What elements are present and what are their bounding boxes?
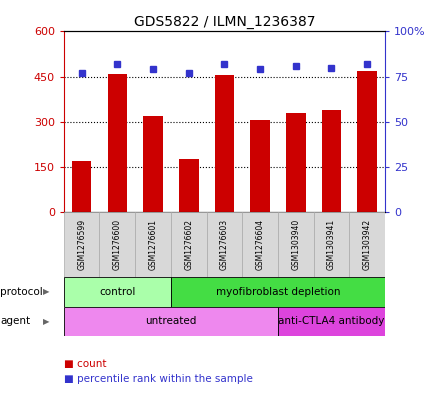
Bar — [322, 110, 341, 212]
Text: GSM1276600: GSM1276600 — [113, 219, 122, 270]
Bar — [250, 120, 270, 212]
Text: protocol: protocol — [0, 287, 43, 297]
Text: GSM1303941: GSM1303941 — [327, 219, 336, 270]
Bar — [206, 212, 242, 277]
Text: GSM1303940: GSM1303940 — [291, 219, 300, 270]
Bar — [171, 277, 385, 307]
Bar — [278, 212, 314, 277]
Bar — [171, 212, 206, 277]
Text: untreated: untreated — [145, 316, 197, 326]
Bar — [143, 116, 163, 212]
Text: GSM1276599: GSM1276599 — [77, 219, 86, 270]
Text: ■ percentile rank within the sample: ■ percentile rank within the sample — [64, 374, 253, 384]
Text: GSM1276601: GSM1276601 — [149, 219, 158, 270]
Bar — [349, 212, 385, 277]
Bar — [314, 212, 349, 277]
Text: anti-CTLA4 antibody: anti-CTLA4 antibody — [278, 316, 385, 326]
Bar — [357, 71, 377, 212]
Bar — [107, 73, 127, 212]
Bar — [278, 307, 385, 336]
Text: control: control — [99, 287, 136, 297]
Text: GSM1303942: GSM1303942 — [363, 219, 372, 270]
Bar — [64, 277, 171, 307]
Text: myofibroblast depletion: myofibroblast depletion — [216, 287, 340, 297]
Bar — [64, 212, 99, 277]
Bar — [72, 161, 92, 212]
Bar — [64, 307, 278, 336]
Text: agent: agent — [0, 316, 30, 326]
Text: ▶: ▶ — [43, 287, 50, 296]
Bar — [135, 212, 171, 277]
Bar — [99, 212, 135, 277]
Bar — [286, 113, 306, 212]
Title: GDS5822 / ILMN_1236387: GDS5822 / ILMN_1236387 — [134, 15, 315, 29]
Text: GSM1276603: GSM1276603 — [220, 219, 229, 270]
Text: ■ count: ■ count — [64, 358, 106, 369]
Text: GSM1276604: GSM1276604 — [256, 219, 264, 270]
Bar — [179, 160, 198, 212]
Text: ▶: ▶ — [43, 317, 50, 326]
Text: GSM1276602: GSM1276602 — [184, 219, 193, 270]
Bar — [242, 212, 278, 277]
Bar — [215, 75, 234, 212]
